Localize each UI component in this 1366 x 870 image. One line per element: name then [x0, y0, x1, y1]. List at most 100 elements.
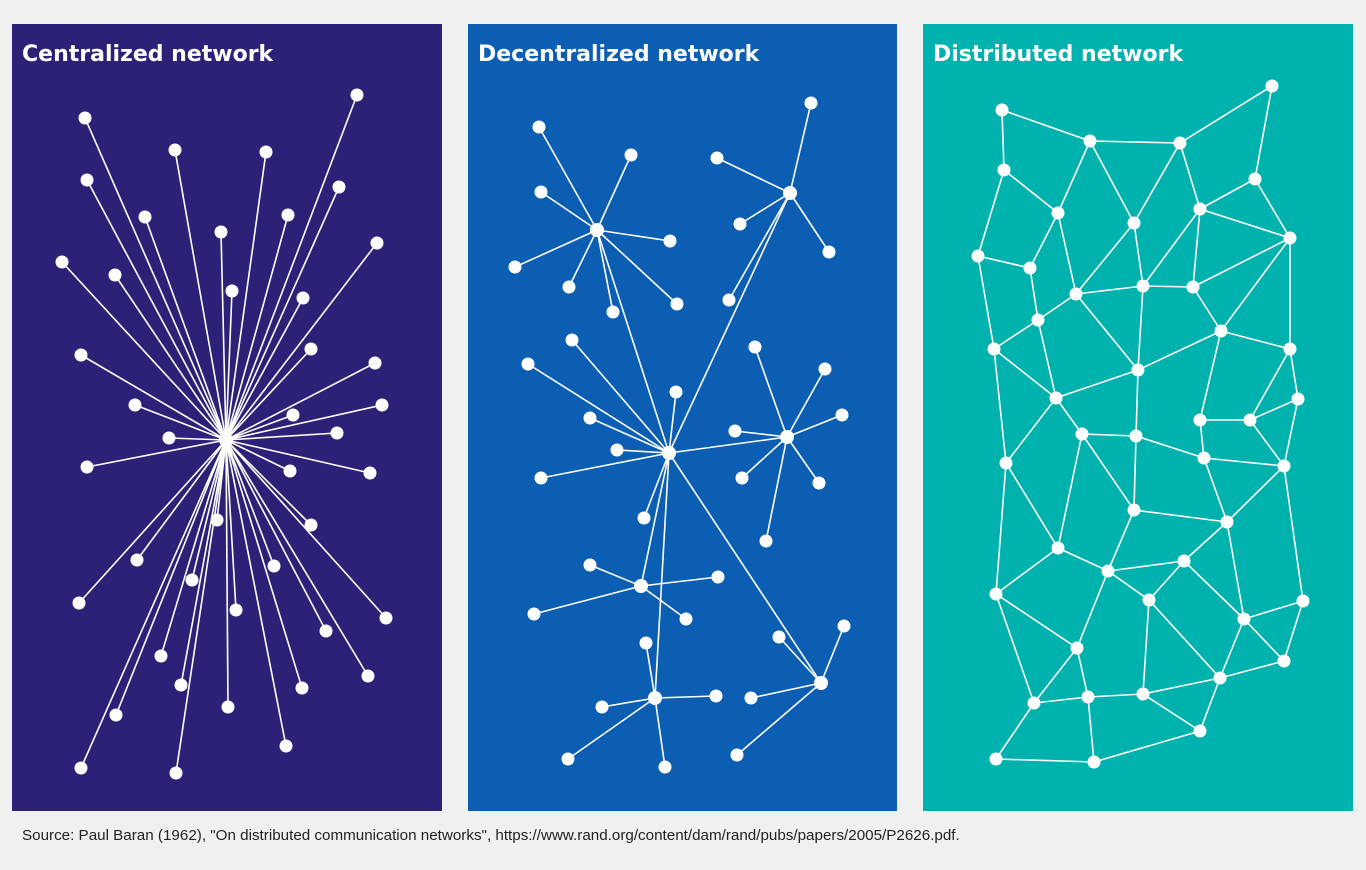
decentralized-edge — [538, 126, 598, 231]
distributed-node — [1277, 459, 1291, 473]
decentralized-edge — [540, 191, 598, 231]
distributed-node — [1237, 612, 1251, 626]
distributed-node — [1214, 324, 1228, 338]
decentralized-node — [590, 223, 604, 237]
decentralized-edge — [596, 229, 670, 454]
centralized-edge — [61, 261, 227, 441]
centralized-node — [296, 291, 310, 305]
decentralized-node — [837, 619, 851, 633]
distributed-edge — [1226, 465, 1285, 523]
centralized-node — [74, 761, 88, 775]
distributed-node — [999, 456, 1013, 470]
centralized-node — [174, 678, 188, 692]
decentralized-node — [634, 579, 648, 593]
distributed-node — [989, 752, 1003, 766]
distributed-edge — [995, 547, 1059, 595]
decentralized-node — [711, 570, 725, 584]
centralized-edge — [78, 439, 227, 604]
centralized-node — [295, 681, 309, 695]
centralized-edge — [225, 439, 291, 472]
decentralized-node — [663, 234, 677, 248]
decentralized-node — [759, 534, 773, 548]
distributed-edge — [1219, 618, 1245, 679]
distributed-node — [1173, 136, 1187, 150]
centralized-edge — [180, 439, 227, 686]
decentralized-edge — [668, 391, 677, 454]
centralized-edge — [225, 439, 237, 611]
distributed-edge — [1192, 286, 1222, 332]
decentralized-edge — [567, 697, 656, 760]
centralized-node — [80, 173, 94, 187]
decentralized-edge — [716, 157, 791, 194]
decentralized-edge — [786, 368, 826, 438]
distributed-edge — [1243, 600, 1304, 620]
centralized-nodes — [55, 88, 393, 780]
centralized-node — [283, 464, 297, 478]
centralized-node — [219, 433, 233, 447]
distributed-network-graph — [971, 79, 1310, 769]
centralized-edge — [225, 439, 229, 708]
distributed-edge — [1075, 293, 1139, 371]
distributed-node — [1142, 593, 1156, 607]
centralized-edge — [86, 439, 227, 468]
decentralized-node — [730, 748, 744, 762]
distributed-network-panel: Distributed network — [923, 24, 1353, 811]
distributed-edge — [1249, 419, 1285, 467]
decentralized-node — [583, 558, 597, 572]
centralized-edge — [144, 216, 227, 441]
centralized-node — [72, 596, 86, 610]
distributed-edge — [1005, 462, 1059, 549]
centralized-edge — [225, 439, 369, 677]
distributed-edge — [1254, 85, 1273, 180]
centralized-node — [78, 111, 92, 125]
distributed-edge — [1199, 677, 1221, 732]
centralized-edge — [84, 117, 227, 441]
centralized-node — [304, 518, 318, 532]
decentralized-edge — [640, 585, 687, 620]
distributed-edge — [1029, 212, 1059, 269]
distributed-edge — [1087, 693, 1144, 698]
distributed-edge — [1283, 398, 1299, 467]
decentralized-edge — [640, 452, 670, 587]
distributed-edge — [1133, 142, 1181, 224]
decentralized-node — [639, 636, 653, 650]
distributed-edge — [1075, 222, 1135, 295]
centralized-edge — [168, 437, 227, 441]
distributed-edge — [1033, 647, 1078, 704]
centralized-edge — [175, 439, 227, 774]
centralized-edge — [136, 439, 227, 561]
decentralized-edge — [514, 229, 598, 268]
decentralized-edge — [741, 436, 788, 479]
centralized-edge — [220, 231, 227, 441]
decentralized-edge — [589, 417, 670, 454]
centralized-edge — [225, 151, 267, 441]
distributed-node — [1101, 564, 1115, 578]
centralized-edge — [86, 179, 227, 441]
decentralized-node — [822, 245, 836, 259]
centralized-edge — [160, 439, 227, 657]
decentralized-edge — [754, 346, 788, 438]
decentralized-edge — [765, 436, 788, 542]
decentralized-node — [658, 760, 672, 774]
distributed-node — [1051, 206, 1065, 220]
centralized-node — [168, 143, 182, 157]
centralized-node — [279, 739, 293, 753]
centralized-edges — [61, 94, 387, 774]
centralized-node — [267, 559, 281, 573]
centralized-node — [363, 466, 377, 480]
distributed-node — [1083, 134, 1097, 148]
distributed-edge — [1254, 178, 1291, 239]
decentralized-edge — [789, 192, 830, 253]
centralized-edge — [114, 274, 227, 441]
distributed-edge — [1087, 696, 1095, 763]
distributed-node — [1051, 541, 1065, 555]
decentralized-edge — [786, 436, 820, 484]
distributed-node — [1283, 342, 1297, 356]
centralized-node — [229, 603, 243, 617]
distributed-nodes — [971, 79, 1310, 769]
distributed-node — [1075, 427, 1089, 441]
centralized-node — [281, 208, 295, 222]
centralized-edge — [225, 94, 358, 441]
distributed-edge — [1107, 570, 1150, 601]
decentralized-edge — [789, 102, 812, 194]
